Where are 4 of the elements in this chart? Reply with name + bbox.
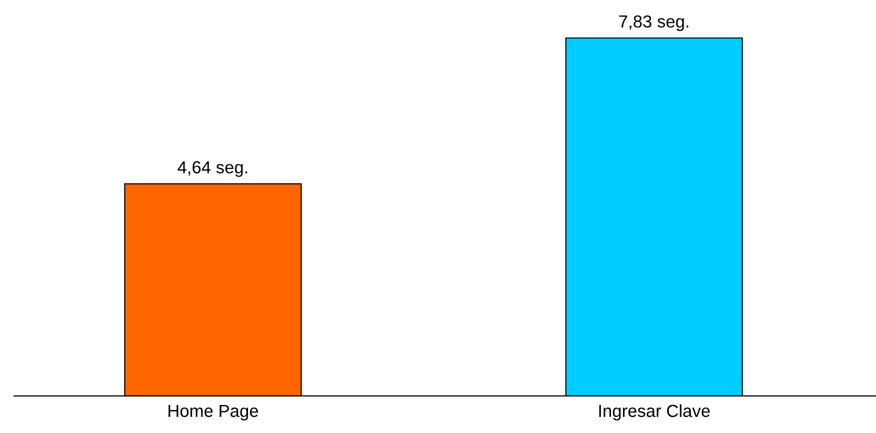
data-label: 4,64 seg. (178, 161, 248, 177)
data-label: 7,83 seg. (619, 15, 688, 32)
x-tick-label: Home Page (168, 404, 258, 420)
x-tick-label: Ingresar Clave (599, 404, 710, 420)
